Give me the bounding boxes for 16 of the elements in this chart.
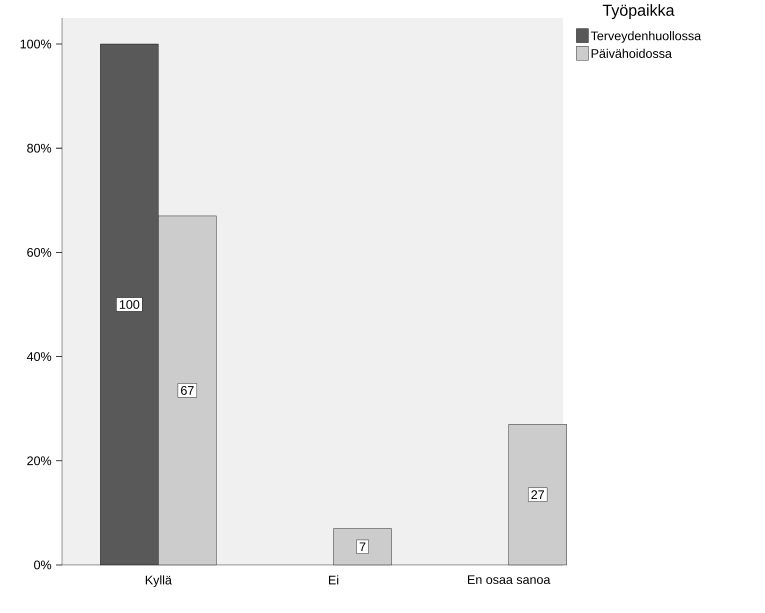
x-tick-label: Ei (328, 575, 338, 584)
x-tick-label: Kyllä (146, 575, 172, 587)
y-tick-label: 100% (20, 40, 52, 48)
y-tick-label: 60% (27, 248, 52, 257)
y-tick-label: 80% (27, 144, 52, 153)
legend-label: Päivähoidossa (592, 48, 672, 58)
data-label: 27 (531, 490, 544, 500)
data-label: 67 (181, 386, 194, 395)
data-label: 100 (120, 300, 140, 309)
legend-label: Terveydenhuollossa (590, 31, 702, 43)
legend-title: Työpaikka (602, 4, 674, 20)
y-tick-label: 20% (27, 456, 52, 466)
y-tick-label: 0% (34, 560, 52, 570)
x-tick-label: En osaa sanoa (468, 575, 550, 584)
y-tick-label: 40% (26, 352, 52, 362)
data-label: 7 (360, 542, 366, 552)
